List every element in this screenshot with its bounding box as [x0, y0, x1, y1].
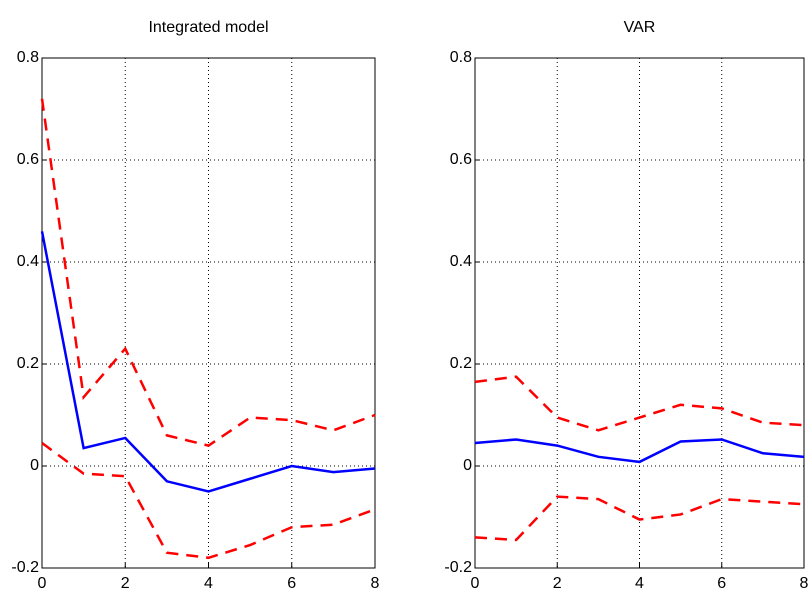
x-tick-label: 0: [38, 575, 47, 592]
y-tick-label: 0.6: [450, 151, 472, 168]
x-tick-label: 2: [121, 575, 130, 592]
x-tick-label: 4: [204, 575, 213, 592]
data-line: [40, 98, 376, 447]
data-line: [40, 231, 376, 493]
data-line: [474, 438, 805, 464]
chart-title: VAR: [624, 19, 656, 36]
x-tick-label: 8: [371, 575, 380, 592]
y-tick-label: 0.2: [450, 355, 472, 372]
data-line: [41, 442, 376, 560]
plot-frame: [474, 57, 805, 569]
y-tick-label: 0.6: [17, 151, 39, 168]
y-tick-label: -0.2: [444, 559, 472, 576]
y-tick-label: 0: [30, 457, 39, 474]
y-tick-label: 0.8: [17, 49, 39, 66]
y-tick-label: 0.2: [17, 355, 39, 372]
x-tick-label: 6: [287, 575, 296, 592]
chart-title: Integrated model: [148, 19, 268, 36]
data-line: [474, 375, 805, 432]
y-tick-label: 0.4: [17, 253, 39, 270]
x-tick-label: 8: [800, 575, 809, 592]
y-tick-label: 0.4: [450, 253, 472, 270]
x-tick-label: 0: [471, 575, 480, 592]
y-tick-label: 0: [463, 457, 472, 474]
x-tick-label: 4: [635, 575, 644, 592]
plot-frame: [41, 57, 376, 569]
data-line: [474, 495, 805, 542]
x-tick-label: 6: [717, 575, 726, 592]
y-tick-label: 0.8: [450, 49, 472, 66]
y-tick-label: -0.2: [11, 559, 39, 576]
x-tick-label: 2: [553, 575, 562, 592]
